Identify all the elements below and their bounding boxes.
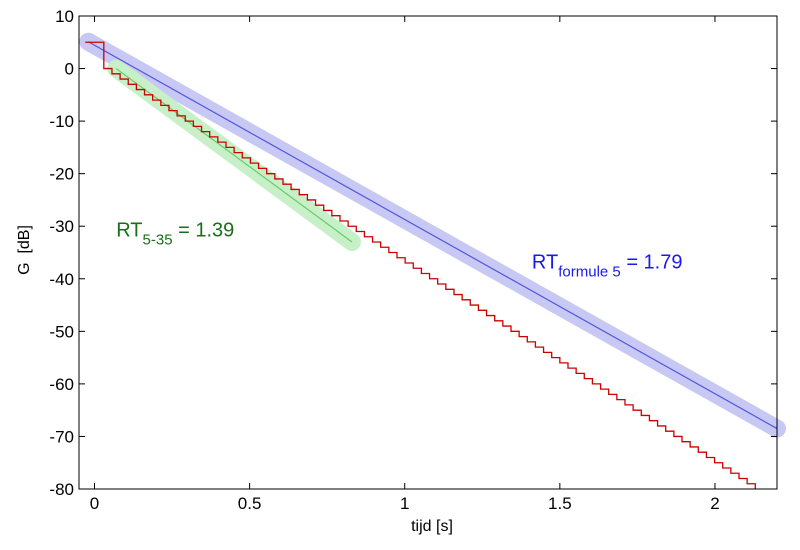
rt-annotation: RT5-35 = 1.39 [116,220,234,249]
x-tick-label: 0.5 [238,494,262,513]
y-tick-label: 0 [65,60,74,79]
y-tick-label: -30 [49,217,74,236]
y-tick-label: -20 [49,165,74,184]
y-tick-label: -60 [49,375,74,394]
rt-annotation-subscript: 5-35 [143,232,173,249]
x-tick-label: 1 [400,494,409,513]
rt-annotation-value: = 1.79 [621,251,683,273]
rt-annotation-value: = 1.39 [173,220,235,242]
y-tick-label: -50 [49,322,74,341]
fit-formule-line [88,41,778,430]
x-tick-label: 1.5 [548,494,572,513]
rt-annotation-main: RT [116,220,142,242]
x-tick-label: 0 [90,494,99,513]
y-tick-label: -70 [49,427,74,446]
plot-frame [78,15,778,490]
x-tick-label: 2 [710,494,719,513]
rt-annotation-main: RT [532,251,558,273]
y-tick-label: -80 [49,480,74,499]
y-tick-label: -40 [49,270,74,289]
rt-annotation: RTformule 5 = 1.79 [532,251,683,280]
y-axis-label: G [dB] [16,225,33,275]
x-axis-label: tijd [s] [411,518,453,535]
y-tick-label: 10 [55,7,74,26]
y-tick-label: -10 [49,112,74,131]
fit-5-35-line [115,68,353,243]
decay-step-curve [85,41,756,489]
rt-annotation-subscript: formule 5 [558,263,621,280]
